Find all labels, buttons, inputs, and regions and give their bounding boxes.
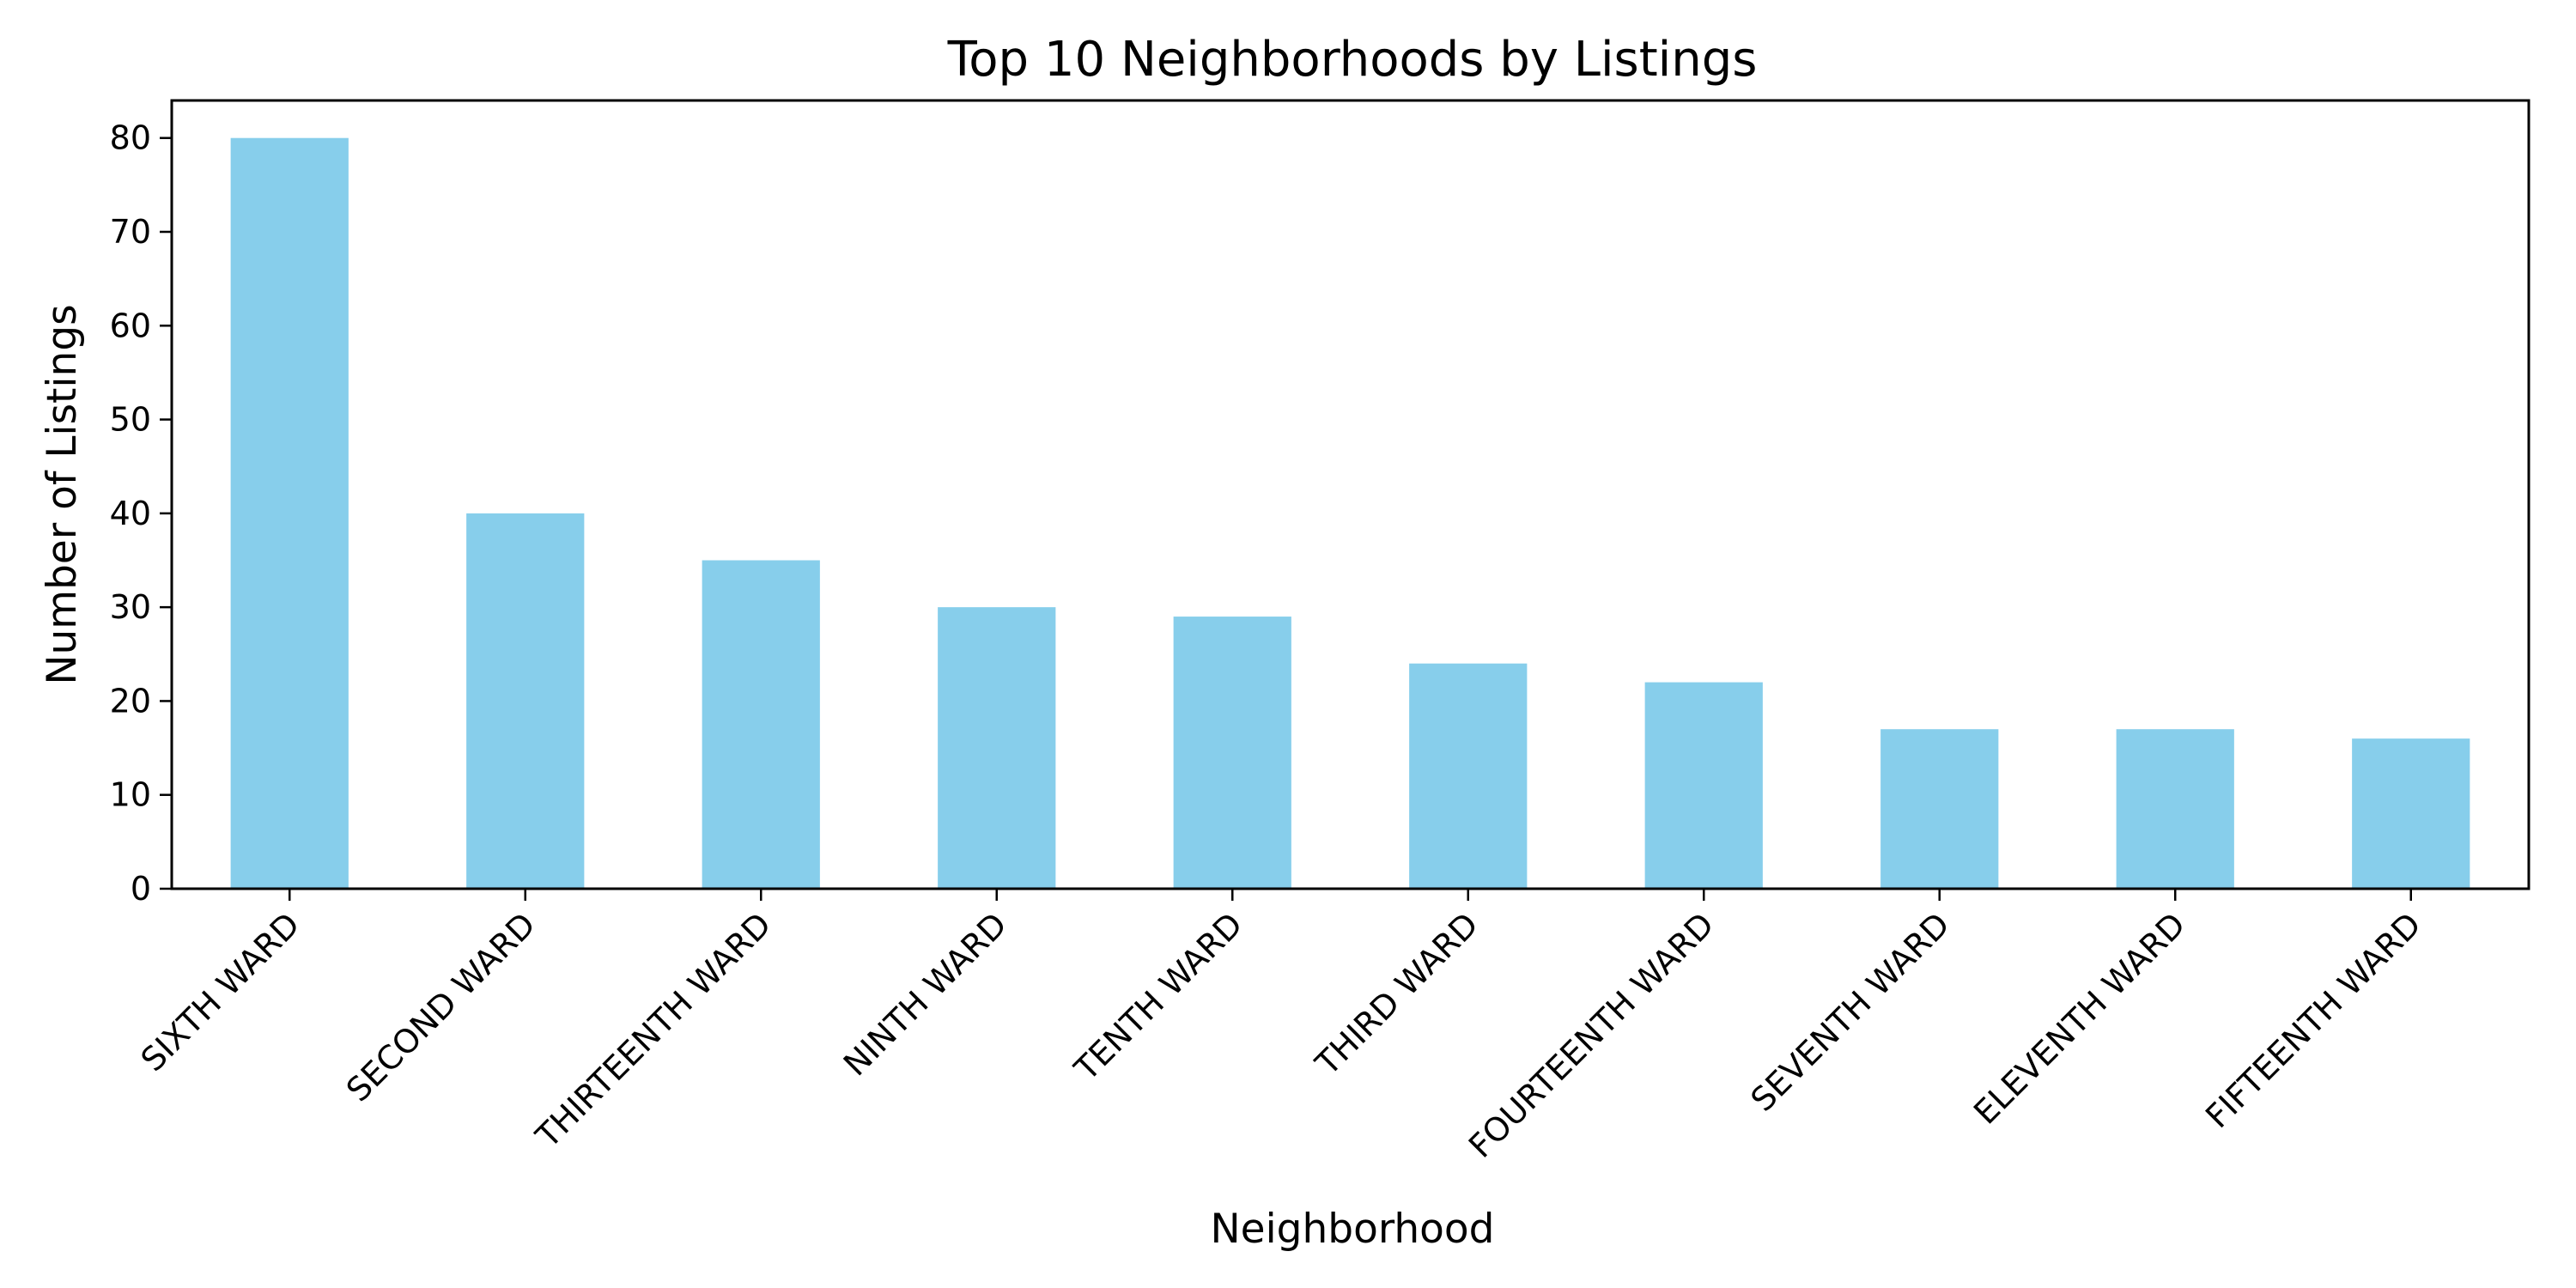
y-tick-label: 20 [110,682,151,720]
bar-tenth-ward [1173,617,1291,889]
bar-second-ward [466,513,585,889]
bar-thirteenth-ward [702,560,820,889]
bars-group [230,137,2470,889]
y-tick-label: 60 [110,307,151,344]
y-tick-label: 0 [131,870,151,908]
y-axis: 0 10 20 30 40 50 60 70 80 [110,119,172,908]
bar-seventh-ward [1880,729,1999,889]
bar-eleventh-ward [2116,729,2234,889]
bar-fifteenth-ward [2352,738,2470,889]
bar-fourteenth-ward [1644,682,1763,889]
y-tick-label: 30 [110,588,151,626]
x-tick-label: SIXTH WARD [134,905,307,1078]
x-tick-label: THIRD WARD [1308,905,1485,1083]
x-tick-label: ELEVENTH WARD [1966,905,2192,1131]
x-tick-label: THIRTEENTH WARD [528,905,779,1156]
bar-ninth-ward [938,607,1056,889]
y-tick-label: 80 [110,119,151,157]
x-tick-label: TENTH WARD [1066,905,1249,1088]
y-axis-label: Number of Listings [39,304,86,684]
x-axis-label: Neighborhood [1211,1206,1495,1253]
x-tick-label: SECOND WARD [339,905,543,1109]
bar-third-ward [1409,663,1528,889]
x-tick-label: NINTH WARD [836,905,1014,1083]
bar-sixth-ward [230,137,349,889]
x-tick-label: FOURTEENTH WARD [1461,905,1722,1165]
plot-frame [170,99,2530,890]
y-tick-label: 40 [110,495,151,532]
y-tick-label: 50 [110,401,151,439]
chart-title: Top 10 Neighborhoods by Listings [947,32,1758,88]
y-tick-label: 10 [110,776,151,814]
x-tick-label: FIFTEENTH WARD [2198,905,2428,1135]
x-tick-label: SEVENTH WARD [1743,905,1957,1119]
y-tick-label: 70 [110,213,151,251]
